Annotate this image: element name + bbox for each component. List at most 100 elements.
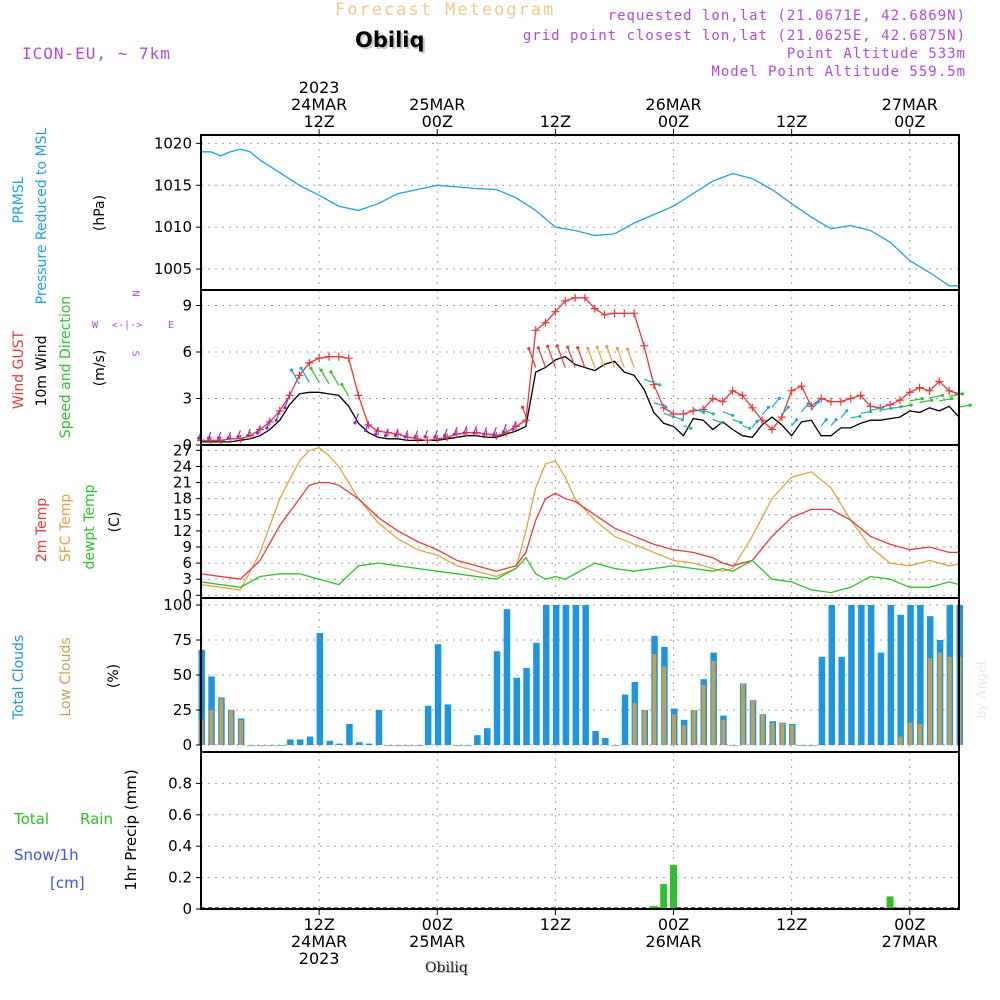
total-cloud-bar bbox=[729, 745, 739, 747]
wind-gust-marker bbox=[787, 386, 796, 395]
temp-ytick-label: 6 bbox=[182, 554, 192, 572]
wind-direction-arrowhead bbox=[663, 405, 668, 409]
total-cloud-bar bbox=[907, 605, 914, 745]
wind-direction-arrow bbox=[909, 398, 923, 402]
wind-direction-arrow bbox=[300, 367, 310, 383]
wind-ytick-label: 0 bbox=[182, 436, 192, 454]
total-cloud-bar bbox=[404, 745, 414, 747]
wind-direction-arrowhead bbox=[309, 366, 313, 370]
wind-gust-marker bbox=[364, 420, 373, 429]
pressure-ytick-label: 1020 bbox=[154, 134, 192, 152]
top-time-label: 12Z bbox=[540, 112, 571, 131]
wind-direction-arrowhead bbox=[739, 421, 743, 425]
bottom-time-label: 24MAR bbox=[291, 932, 347, 951]
wind-direction-arrowhead bbox=[226, 436, 230, 440]
total-cloud-bar bbox=[592, 731, 599, 745]
wind-direction-arrowhead bbox=[501, 430, 505, 434]
low-cloud-bar bbox=[229, 710, 233, 745]
wind-direction-arrow bbox=[761, 406, 769, 416]
wind-direction-arrow bbox=[810, 401, 819, 411]
wind-direction-arrowhead bbox=[968, 403, 972, 407]
low-cloud-bar bbox=[947, 656, 952, 745]
top-time-label: 00Z bbox=[894, 112, 925, 131]
total-cloud-bar bbox=[582, 605, 589, 745]
precip-ytick-label: 0.8 bbox=[168, 774, 192, 792]
wind-direction-arrow bbox=[284, 394, 291, 408]
wind-gust-marker bbox=[856, 391, 865, 400]
wind-direction-arrow bbox=[587, 348, 596, 368]
t2m-line bbox=[200, 481, 959, 580]
wind-gust-marker bbox=[905, 388, 914, 397]
total-cloud-bar bbox=[375, 710, 383, 745]
wind-direction-arrowhead bbox=[879, 406, 883, 410]
low-cloud-bar bbox=[238, 719, 243, 745]
wind-direction-arrow bbox=[626, 348, 635, 368]
wind-direction-arrow bbox=[275, 409, 281, 421]
frame-layer bbox=[196, 129, 960, 915]
wind-gust-marker bbox=[866, 402, 875, 411]
wind-direction-arrowhead bbox=[283, 406, 287, 410]
point-altitude: Point Altitude 533m bbox=[786, 46, 966, 62]
wind-direction-arrow bbox=[616, 348, 625, 368]
low-cloud-bar bbox=[662, 666, 667, 745]
total-cloud-bar bbox=[867, 605, 875, 745]
snow-unit-label: [cm] bbox=[50, 874, 85, 892]
wind-direction-arrowhead bbox=[482, 432, 486, 436]
temp-ytick-label: 3 bbox=[182, 570, 192, 588]
precip-bar bbox=[650, 905, 658, 909]
total-cloud-bar bbox=[316, 633, 324, 745]
wind-direction-arrow bbox=[606, 346, 616, 368]
wind-direction-arrowhead bbox=[940, 393, 945, 398]
precip-bar bbox=[660, 883, 668, 909]
wind-gust-marker bbox=[708, 394, 717, 403]
wind-direction-arrow bbox=[320, 369, 330, 385]
temp-ytick-label: 18 bbox=[173, 490, 192, 508]
total-cloud-bar bbox=[848, 605, 855, 745]
wind-gust-marker bbox=[836, 397, 845, 406]
total-cloud-bar bbox=[818, 656, 826, 745]
wind-gust-marker bbox=[413, 434, 422, 443]
total-cloud-bar bbox=[474, 735, 481, 745]
wind-gust-marker bbox=[679, 410, 688, 418]
temp-ytick-label: 21 bbox=[173, 474, 192, 492]
compass-rose: N W <-|-> E S bbox=[88, 288, 188, 362]
wind-direction-arrowhead bbox=[521, 405, 525, 409]
total-cloud-bar bbox=[463, 745, 473, 747]
wind-direction-arrowhead bbox=[625, 347, 630, 351]
wind-gust-marker bbox=[738, 391, 747, 400]
wind-gust-marker bbox=[206, 436, 215, 445]
wind-gust-marker bbox=[817, 394, 826, 403]
wind-gust-marker bbox=[640, 341, 648, 350]
low-cloud-bar bbox=[642, 710, 647, 745]
wind-direction-arrowhead bbox=[197, 436, 201, 440]
precip-bar bbox=[670, 865, 677, 909]
wind-direction-arrowhead bbox=[615, 347, 620, 351]
total-cloud-bar bbox=[798, 745, 807, 747]
wind-direction-arrowhead bbox=[353, 421, 357, 425]
wind-direction-arrow bbox=[290, 369, 300, 385]
total-cloud-bar bbox=[917, 605, 924, 745]
gridpoint-coords: grid point closest lon,lat (21.0625E, 42… bbox=[522, 28, 966, 44]
bottom-time-label: 26MAR bbox=[645, 932, 701, 951]
wind-direction-arrowhead bbox=[299, 366, 303, 370]
wind-direction-arrowhead bbox=[920, 397, 924, 401]
wind-direction-arrow bbox=[692, 408, 704, 413]
wind-direction-arrow bbox=[870, 407, 882, 411]
wind-direction-arrowhead bbox=[960, 392, 965, 396]
total-cloud-bar bbox=[858, 605, 865, 745]
total-cloud-bar bbox=[356, 742, 363, 745]
wind-gust-marker bbox=[443, 433, 452, 442]
wind-gust-marker bbox=[827, 397, 835, 406]
total-cloud-bar bbox=[453, 745, 463, 747]
wind-direction-arrow bbox=[939, 398, 952, 402]
wind-direction-arrowhead bbox=[731, 413, 735, 417]
wind-direction-arrowhead bbox=[766, 405, 771, 409]
wind-gust-marker bbox=[571, 293, 580, 302]
total-cloud-bar bbox=[572, 605, 580, 745]
precip-ytick-label: 0.6 bbox=[168, 806, 192, 824]
total-cloud-bar bbox=[246, 745, 256, 747]
low-cloud-bar bbox=[780, 722, 785, 745]
bottom-time-label: 00Z bbox=[894, 915, 925, 934]
wind-direction-arrowhead bbox=[492, 432, 496, 436]
wind-direction-arrowhead bbox=[443, 434, 447, 438]
